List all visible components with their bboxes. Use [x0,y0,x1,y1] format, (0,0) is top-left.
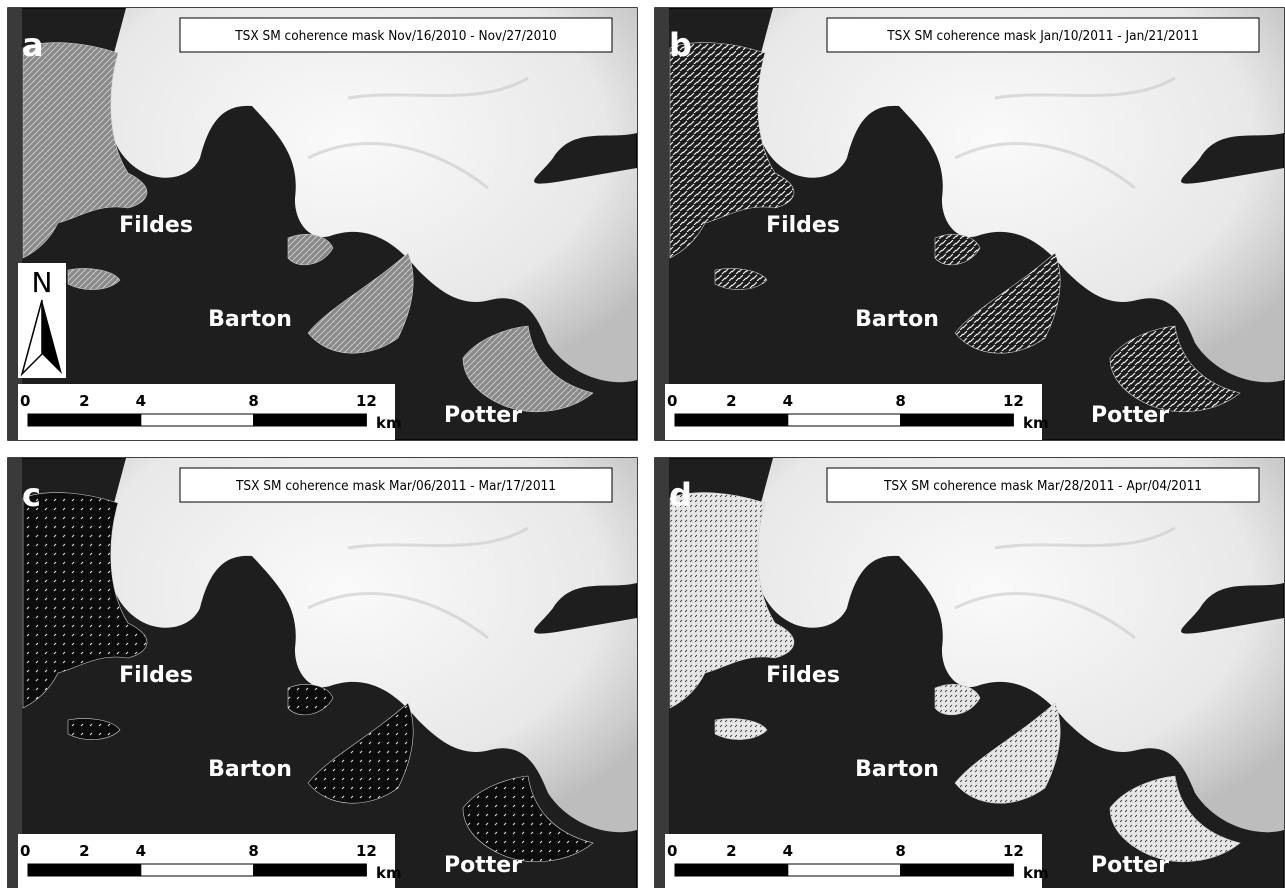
map-panel: b TSX SM coherence mask Jan/10/2011 - Jan… [655,8,1284,440]
scale-label: 4 [783,842,793,860]
scale-segment [731,414,787,426]
scale-segment [901,864,1014,876]
place-label: Barton [855,307,939,332]
panel-letter: a [22,26,44,64]
place-label: Fildes [766,213,840,238]
place-label: Potter [444,853,522,878]
scale-box [18,834,395,888]
scale-label: 8 [895,392,905,410]
place-label: Barton [208,307,292,332]
place-label: Potter [1091,403,1169,428]
scale-label: 2 [726,392,736,410]
scale-segment [788,864,901,876]
place-label: Barton [855,757,939,782]
map-panel: a TSX SM coherence mask Nov/16/2010 - Nov… [8,8,637,440]
left-shore [8,458,22,888]
scale-segment [28,414,84,426]
panel-title: TSX SM coherence mask Nov/16/2010 - Nov/… [234,28,557,44]
scale-segment [84,864,140,876]
left-shore [655,458,669,888]
scale-label: 8 [248,842,258,860]
scale-label: 2 [79,392,89,410]
scale-segment [254,414,367,426]
scale-label: 4 [136,392,146,410]
place-label: Potter [444,403,522,428]
left-shore [655,8,669,440]
scale-label: 4 [783,392,793,410]
place-label: Barton [208,757,292,782]
scale-label: 0 [667,842,677,860]
map-panel: d TSX SM coherence mask Mar/28/2011 - Apr… [655,458,1284,888]
scale-unit: km [1023,864,1049,882]
scale-segment [84,414,140,426]
scale-segment [901,414,1014,426]
scale-segment [731,864,787,876]
scale-segment [141,864,254,876]
panel-letter: c [22,476,41,514]
scale-label: 8 [248,392,258,410]
panel-title: TSX SM coherence mask Mar/06/2011 - Mar/… [235,478,556,494]
scale-label: 0 [667,392,677,410]
panel-title: TSX SM coherence mask Mar/28/2011 - Apr/… [883,478,1202,494]
scale-label: 0 [20,842,30,860]
scale-label: 12 [1003,842,1024,860]
scale-label: 12 [356,842,377,860]
scale-label: 0 [20,392,30,410]
panel-title: TSX SM coherence mask Jan/10/2011 - Jan/… [886,28,1199,44]
place-label: Potter [1091,853,1169,878]
figure: a TSX SM coherence mask Nov/16/2010 - Nov… [0,0,1285,888]
page: a TSX SM coherence mask Nov/16/2010 - Nov… [0,0,1285,888]
place-label: Fildes [766,663,840,688]
scale-label: 2 [726,842,736,860]
scale-box [665,834,1042,888]
scale-label: 4 [136,842,146,860]
scale-segment [675,864,731,876]
scale-segment [788,414,901,426]
scale-unit: km [1023,414,1049,432]
scale-box [18,384,395,440]
scale-segment [28,864,84,876]
place-label: Fildes [119,663,193,688]
map-panel: c TSX SM coherence mask Mar/06/2011 - Mar… [8,458,637,888]
scale-unit: km [376,864,402,882]
place-label: Fildes [119,213,193,238]
panel-letter: b [669,26,692,64]
scale-label: 12 [1003,392,1024,410]
scale-segment [141,414,254,426]
north-label: N [32,266,53,299]
scale-label: 8 [895,842,905,860]
scale-label: 12 [356,392,377,410]
scale-segment [254,864,367,876]
panel-letter: d [669,476,692,514]
scale-box [665,384,1042,440]
scale-unit: km [376,414,402,432]
scale-label: 2 [79,842,89,860]
scale-segment [675,414,731,426]
